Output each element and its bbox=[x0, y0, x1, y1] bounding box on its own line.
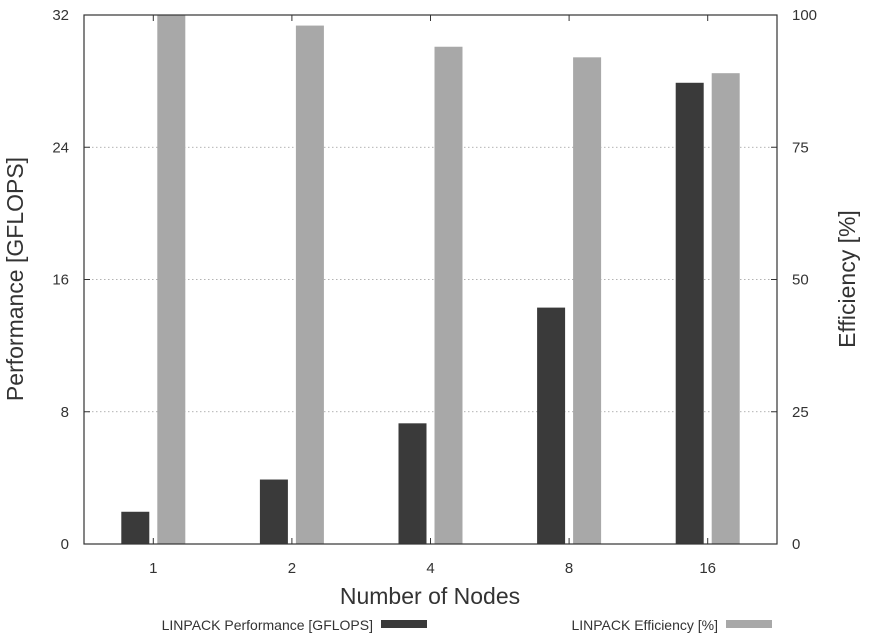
y-tick-label-16: 16 bbox=[52, 272, 69, 289]
x-tick-label-16: 16 bbox=[699, 560, 716, 577]
bar-performance-8 bbox=[537, 307, 566, 544]
y2-tick-label-0: 0 bbox=[792, 536, 800, 553]
legend-swatch-performance bbox=[381, 620, 427, 628]
y-tick-label-8: 8 bbox=[61, 404, 69, 421]
axis-ticks bbox=[84, 14, 777, 545]
x-tick-label-8: 8 bbox=[565, 560, 573, 577]
x-tick-label-2: 2 bbox=[288, 560, 296, 577]
legend-swatch-efficiency bbox=[726, 620, 772, 628]
bar-performance-2 bbox=[259, 479, 288, 544]
bar-performance-16 bbox=[675, 82, 704, 544]
y2-tick-label-75: 75 bbox=[792, 139, 809, 156]
x-tick-label-4: 4 bbox=[426, 560, 434, 577]
y2-axis-title: Efficiency [%] bbox=[834, 210, 860, 348]
bar-efficiency-2 bbox=[295, 25, 324, 544]
bar-efficiency-8 bbox=[573, 57, 602, 544]
y2-tick-label-50: 50 bbox=[792, 272, 809, 289]
y-tick-label-32: 32 bbox=[52, 7, 69, 24]
grid-lines bbox=[84, 146, 777, 413]
legend-label-performance: LINPACK Performance [GFLOPS] bbox=[162, 617, 373, 633]
y2-tick-label-25: 25 bbox=[792, 404, 809, 421]
bars bbox=[121, 15, 740, 545]
bar-efficiency-16 bbox=[711, 73, 740, 544]
y2-tick-label-100: 100 bbox=[792, 7, 817, 24]
bar-efficiency-4 bbox=[434, 46, 463, 545]
bar-performance-1 bbox=[121, 511, 150, 544]
bar-efficiency-1 bbox=[157, 15, 186, 544]
x-tick-label-1: 1 bbox=[149, 560, 157, 577]
y-tick-label-24: 24 bbox=[52, 139, 69, 156]
y-axis-title: Performance [GFLOPS] bbox=[2, 157, 28, 401]
legend-label-efficiency: LINPACK Efficiency [%] bbox=[571, 617, 718, 633]
y-tick-label-0: 0 bbox=[61, 536, 69, 553]
x-axis-title: Number of Nodes bbox=[340, 583, 520, 609]
bar-performance-4 bbox=[398, 423, 427, 544]
legend: LINPACK Performance [GFLOPS] LINPACK Eff… bbox=[162, 617, 772, 633]
